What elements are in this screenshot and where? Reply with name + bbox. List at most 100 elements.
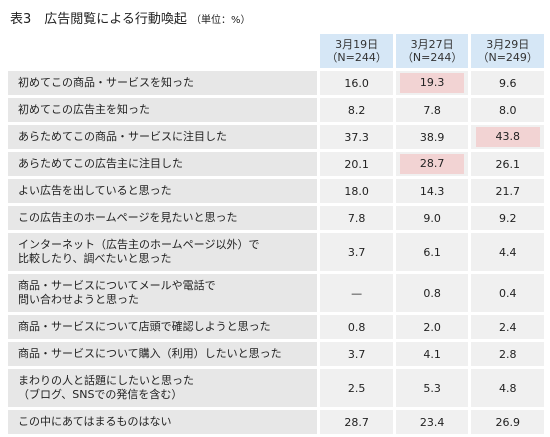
- table-row: 商品・サービスについて店頭で確認しようと思った 0.8 2.0 2.4: [8, 315, 544, 339]
- value-cell: 26.9: [468, 410, 544, 434]
- highlighted-value: 28.7: [400, 154, 465, 174]
- unit-note: （単位：%）: [191, 15, 251, 26]
- value-text: 3.7: [347, 347, 366, 361]
- value-text: 7.8: [347, 211, 366, 225]
- table-row: 初めてこの商品・サービスを知った 16.0 19.3 9.6: [8, 71, 544, 95]
- value-text: 9.0: [423, 211, 441, 225]
- value-text: 20.1: [344, 157, 369, 171]
- value-text: 4.4: [498, 245, 517, 259]
- value-cell: 2.8: [468, 342, 544, 366]
- value-text: 0.8: [347, 320, 366, 334]
- value-cell: 19.3: [392, 71, 469, 95]
- value-text: 8.0: [498, 103, 517, 117]
- value-text: 6.1: [423, 245, 441, 259]
- value-cell: 2.0: [392, 315, 469, 339]
- highlighted-value: 19.3: [400, 73, 465, 93]
- table-row: よい広告を出していると思った 18.0 14.3 21.7: [8, 179, 544, 203]
- value-text: 2.8: [498, 347, 517, 361]
- highlighted-value: 43.8: [475, 127, 540, 147]
- table-title-text: 表3 広告閲覧による行動喚起: [10, 12, 187, 27]
- value-cell: —: [317, 274, 393, 312]
- value-cell: 38.9: [392, 125, 469, 149]
- row-label: よい広告を出していると思った: [8, 179, 318, 203]
- value-text: 38.9: [419, 130, 445, 144]
- value-cell: 0.4: [468, 274, 544, 312]
- row-label-line: 商品・サービスについて購入（利用）したいと思った: [18, 347, 282, 360]
- value-cell: 7.8: [317, 206, 393, 230]
- value-text: 28.7: [344, 415, 369, 429]
- value-text: 9.6: [498, 76, 517, 90]
- value-cell: 9.6: [468, 71, 544, 95]
- value-cell: 2.5: [317, 369, 393, 407]
- row-label: 初めてこの広告主を知った: [8, 98, 318, 122]
- value-cell: 8.2: [317, 98, 393, 122]
- value-text: —: [351, 286, 363, 300]
- row-label: 商品・サービスについて店頭で確認しようと思った: [8, 315, 318, 339]
- column-date: 3月29日: [486, 38, 530, 51]
- value-text: 37.3: [344, 130, 369, 144]
- table-row: この広告主のホームページを見たいと思った 7.8 9.0 9.2: [8, 206, 544, 230]
- value-text: 26.9: [495, 415, 520, 429]
- header-row: 3月19日 （N=244） 3月27日 （N=244） 3月29日 （N=249…: [8, 34, 544, 68]
- row-label-line: 比較したり、調べたいと思った: [18, 252, 172, 265]
- value-cell: 37.3: [317, 125, 393, 149]
- table-body: 初めてこの商品・サービスを知った 16.0 19.3 9.6 初めてこの広告主を知った 8…: [8, 71, 544, 434]
- value-text: 9.2: [498, 211, 517, 225]
- value-cell: 28.7: [317, 410, 393, 434]
- value-cell: 4.8: [468, 369, 544, 407]
- table-row: あらためてこの商品・サービスに注目した 37.3 38.9 43.8: [8, 125, 544, 149]
- value-text: 2.5: [347, 381, 366, 395]
- value-text: 4.8: [498, 381, 517, 395]
- value-cell: 20.1: [317, 152, 393, 176]
- value-text: 8.2: [347, 103, 366, 117]
- column-n: （N=244）: [326, 51, 387, 64]
- row-label-line: あらためてこの広告主に注目した: [18, 157, 183, 170]
- table-row: この中にあてはまるものはない 28.7 23.4 26.9: [8, 410, 544, 434]
- column-header: 3月19日 （N=244）: [317, 34, 393, 68]
- value-cell: 14.3: [392, 179, 469, 203]
- row-label: インターネット（広告主のホームページ以外）で 比較したり、調べたいと思った: [8, 233, 318, 271]
- value-cell: 16.0: [317, 71, 393, 95]
- row-label-line: まわりの人と話題にしたいと思った: [18, 374, 194, 387]
- table-row: 商品・サービスについて購入（利用）したいと思った 3.7 4.1 2.8: [8, 342, 544, 366]
- row-label: 商品・サービスについて購入（利用）したいと思った: [8, 342, 318, 366]
- column-date: 3月19日: [335, 38, 379, 51]
- value-cell: 8.0: [468, 98, 544, 122]
- value-text: 16.0: [344, 76, 369, 90]
- value-text: 26.1: [495, 157, 520, 171]
- value-cell: 6.1: [392, 233, 469, 271]
- value-cell: 4.1: [392, 342, 469, 366]
- value-cell: 3.7: [317, 233, 393, 271]
- header-corner: [8, 34, 318, 68]
- row-label: この広告主のホームページを見たいと思った: [8, 206, 318, 230]
- value-cell: 3.7: [317, 342, 393, 366]
- value-cell: 4.4: [468, 233, 544, 271]
- row-label: この中にあてはまるものはない: [8, 410, 318, 434]
- value-text: 0.8: [423, 286, 441, 300]
- row-label-line: あらためてこの商品・サービスに注目した: [18, 130, 227, 143]
- row-label-line: （ブログ、SNSでの発信を含む）: [18, 388, 183, 401]
- value-cell: 23.4: [392, 410, 469, 434]
- value-text: 18.0: [344, 184, 369, 198]
- column-n: （N=244）: [401, 51, 463, 64]
- value-text: 21.7: [495, 184, 520, 198]
- table-row: あらためてこの広告主に注目した 20.1 28.7 26.1: [8, 152, 544, 176]
- value-text: 3.7: [347, 245, 366, 259]
- value-cell: 9.0: [392, 206, 469, 230]
- row-label-line: 問い合わせようと思った: [18, 293, 139, 306]
- column-date: 3月27日: [410, 38, 454, 51]
- row-label: あらためてこの広告主に注目した: [8, 152, 318, 176]
- value-text: 0.4: [498, 286, 517, 300]
- value-cell: 7.8: [392, 98, 469, 122]
- survey-table: 3月19日 （N=244） 3月27日 （N=244） 3月29日 （N=249…: [8, 31, 544, 437]
- value-cell: 21.7: [468, 179, 544, 203]
- row-label: 初めてこの商品・サービスを知った: [8, 71, 318, 95]
- row-label-line: 商品・サービスについて店頭で確認しようと思った: [18, 320, 271, 333]
- column-n: （N=249）: [477, 51, 538, 64]
- row-label-line: 商品・サービスについてメールや電話で: [18, 279, 216, 292]
- value-cell: 43.8: [468, 125, 544, 149]
- table-row: 初めてこの広告主を知った 8.2 7.8 8.0: [8, 98, 544, 122]
- value-cell: 0.8: [317, 315, 393, 339]
- value-cell: 18.0: [317, 179, 393, 203]
- row-label-line: インターネット（広告主のホームページ以外）で: [18, 238, 260, 251]
